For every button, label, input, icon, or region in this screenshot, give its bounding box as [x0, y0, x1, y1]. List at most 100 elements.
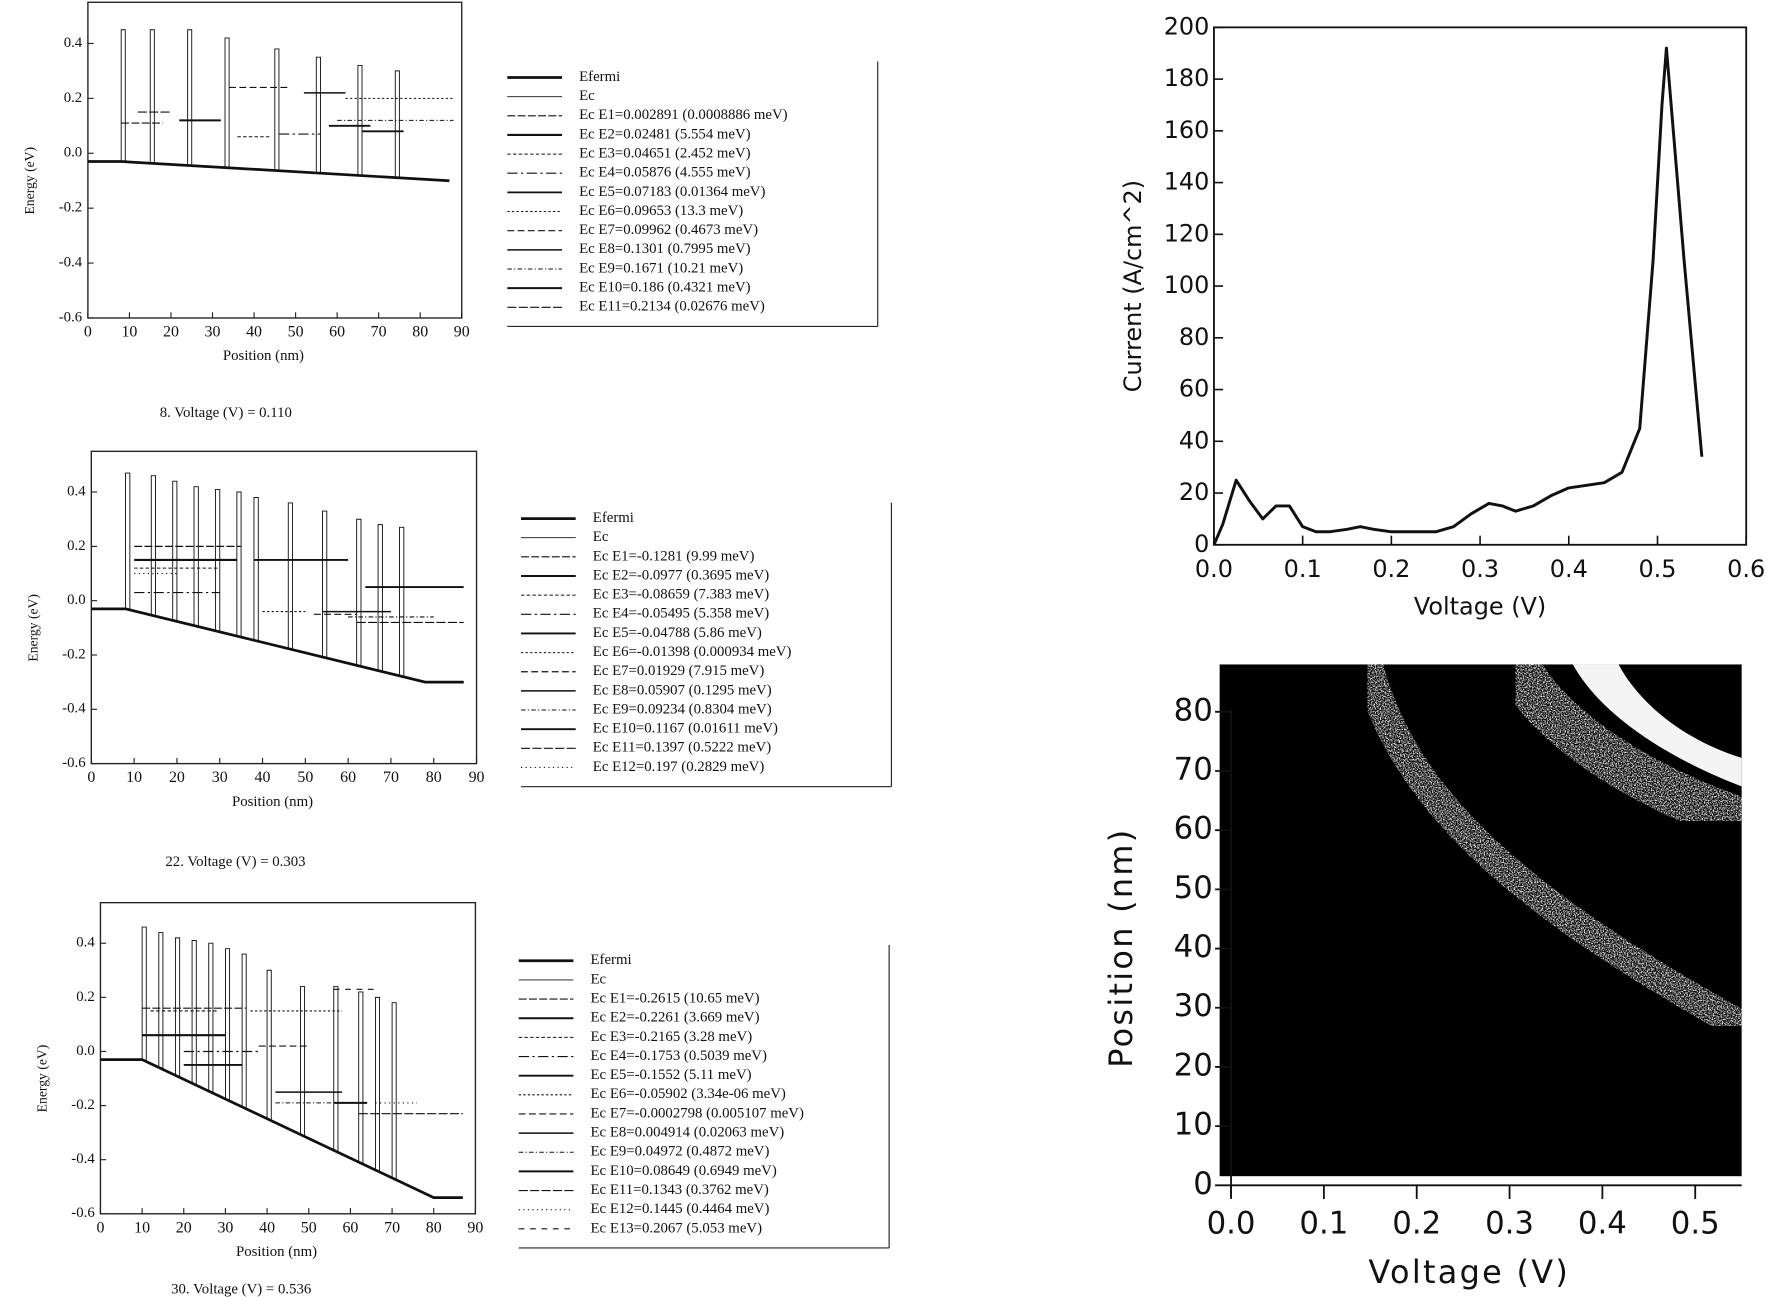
- heatmap-band: [1618, 664, 1742, 758]
- x-tick-label: 0.1: [1299, 1206, 1348, 1242]
- x-tick-label: 0.3: [1461, 555, 1499, 583]
- x-tick-label: 20: [169, 769, 185, 786]
- y-tick-label: 20: [1174, 1047, 1213, 1083]
- x-tick-label: 10: [121, 323, 137, 340]
- y-axis-label: Position (nm): [1102, 828, 1140, 1068]
- caption: 8. Voltage (V) = 0.110: [160, 405, 292, 421]
- legend-label: Ec: [591, 971, 607, 987]
- x-tick-label: 0.4: [1550, 555, 1588, 583]
- y-tick-label: -0.6: [71, 1205, 94, 1221]
- y-tick-label: 0: [1193, 1166, 1213, 1202]
- legend-label: Ec E2=0.02481 (5.554 meV): [579, 126, 751, 142]
- x-tick-label: 0.2: [1392, 1206, 1441, 1242]
- x-tick-label: 0: [96, 1219, 104, 1236]
- legend-label: Ec E1=-0.2615 (10.65 meV): [591, 990, 760, 1006]
- x-tick-label: 0.5: [1638, 555, 1676, 583]
- y-tick-label: 80: [1174, 692, 1213, 728]
- legend-label: Ec E11=0.1397 (0.5222 meV): [593, 740, 771, 756]
- y-tick-label: 140: [1164, 168, 1210, 196]
- legend-label: Ec E4=-0.05495 (5.358 meV): [593, 606, 769, 622]
- y-tick-label: 180: [1164, 64, 1210, 92]
- legend-label: Ec E4=-0.1753 (0.5039 meV): [591, 1048, 767, 1064]
- x-tick-label: 80: [412, 323, 428, 340]
- y-tick-label: 0.4: [67, 483, 86, 499]
- x-tick-label: 30: [217, 1219, 233, 1236]
- y-tick-label: 100: [1164, 271, 1210, 299]
- y-axis-label: Current (A/cm^2): [1119, 180, 1147, 392]
- x-tick-label: 90: [469, 769, 485, 786]
- series-line: [87, 29, 450, 182]
- x-tick-label: 10: [126, 769, 142, 786]
- series-line: [91, 472, 464, 683]
- y-tick-label: 70: [1174, 751, 1213, 787]
- legend-label: Ec E4=0.05876 (4.555 meV): [579, 165, 751, 181]
- caption: 30. Voltage (V) = 0.536: [171, 1282, 311, 1297]
- y-tick-label: 0.0: [64, 145, 82, 161]
- x-tick-label: 90: [467, 1219, 483, 1236]
- y-tick-label: 60: [1179, 375, 1209, 403]
- x-tick-label: 40: [246, 323, 262, 340]
- plot-frame: [1213, 26, 1748, 546]
- y-tick-label: 0.0: [67, 592, 86, 608]
- x-tick-label: 70: [371, 323, 387, 340]
- y-tick-label: 0.2: [76, 989, 95, 1005]
- y-tick-label: 0.0: [76, 1043, 95, 1059]
- y-tick-label: -0.4: [62, 701, 86, 717]
- legend-label: Ec E9=0.09234 (0.8304 meV): [593, 701, 772, 717]
- legend-label: Efermi: [591, 952, 632, 968]
- y-tick-label: 60: [1174, 811, 1213, 847]
- caption: 22. Voltage (V) = 0.303: [165, 854, 305, 870]
- x-axis-label: Position (nm): [232, 794, 313, 810]
- legend-label: Ec E10=0.08649 (0.6949 meV): [591, 1163, 777, 1179]
- x-axis-label: Voltage (V): [1414, 592, 1546, 620]
- x-tick-label: 50: [288, 323, 304, 340]
- y-tick-label: 0.4: [64, 35, 83, 51]
- x-axis-label: Position (nm): [223, 348, 304, 364]
- x-tick-label: 60: [340, 769, 356, 786]
- x-tick-label: 80: [426, 769, 442, 786]
- legend-label: Ec E8=0.1301 (0.7995 meV): [579, 241, 751, 257]
- legend-label: Ec E1=0.002891 (0.0008886 meV): [579, 107, 788, 123]
- series-line: [1212, 46, 1704, 546]
- legend-label: Ec E12=0.1445 (0.4464 meV): [591, 1201, 770, 1217]
- x-tick-label: 60: [342, 1219, 358, 1236]
- legend-label: Ec E6=-0.01398 (0.000934 meV): [593, 644, 792, 660]
- legend-label: Ec E5=-0.04788 (5.86 meV): [593, 625, 762, 641]
- y-tick-label: 120: [1164, 219, 1210, 247]
- legend-label: Ec E9=0.04972 (0.4872 meV): [591, 1144, 770, 1160]
- legend-label: Ec E6=-0.05902 (3.34e-06 meV): [591, 1086, 786, 1102]
- legend-label: Ec E12=0.197 (0.2829 meV): [593, 759, 765, 775]
- heatmap-bands: [1353, 664, 1742, 1039]
- legend-label: Ec E10=0.186 (0.4321 meV): [579, 280, 751, 296]
- x-tick-label: 10: [134, 1219, 150, 1236]
- x-axis-label: Voltage (V): [1368, 1253, 1570, 1291]
- x-tick-label: 0.2: [1372, 555, 1410, 583]
- legend-label: Efermi: [579, 69, 620, 85]
- legend-label: Ec E13=0.2067 (5.053 meV): [591, 1220, 763, 1236]
- y-tick-label: 0.2: [64, 90, 82, 106]
- x-tick-label: 30: [205, 323, 221, 340]
- legend-label: Ec E3=-0.2165 (3.28 meV): [591, 1029, 753, 1045]
- x-tick-label: 0.6: [1727, 555, 1765, 583]
- x-tick-label: 0: [84, 323, 92, 340]
- x-tick-label: 50: [297, 769, 313, 786]
- y-tick-label: -0.4: [59, 254, 83, 270]
- x-tick-label: 90: [454, 323, 470, 340]
- x-tick-label: 30: [212, 769, 228, 786]
- x-tick-label: 0.3: [1485, 1206, 1534, 1242]
- x-tick-label: 0.0: [1207, 1206, 1256, 1242]
- y-tick-label: 0.2: [67, 538, 86, 554]
- y-tick-label: 30: [1174, 988, 1213, 1024]
- y-axis-label: Energy (eV): [35, 1045, 51, 1113]
- band-chart: 0 10 20 30 40 50 60 70 80 90 -0.6 -0.4 -0.2 0.0 0.2 0.4…: [22, 1, 879, 421]
- heatmap-band: [1495, 664, 1742, 843]
- legend-label: Ec E5=-0.1552 (5.11 meV): [591, 1067, 752, 1083]
- x-tick-label: 60: [329, 323, 345, 340]
- plot-frame: [99, 901, 477, 1215]
- iv-chart: 0.0 0.1 0.2 0.3 0.4 0.5 0.6 0 20 40 60 80 100 120 140 1…: [1119, 12, 1765, 620]
- y-tick-label: 80: [1179, 323, 1209, 351]
- legend-label: Ec E8=0.004914 (0.02063 meV): [591, 1125, 785, 1141]
- y-tick-label: -0.6: [62, 755, 85, 771]
- legend-label: Ec E3=0.04651 (2.452 meV): [579, 145, 751, 161]
